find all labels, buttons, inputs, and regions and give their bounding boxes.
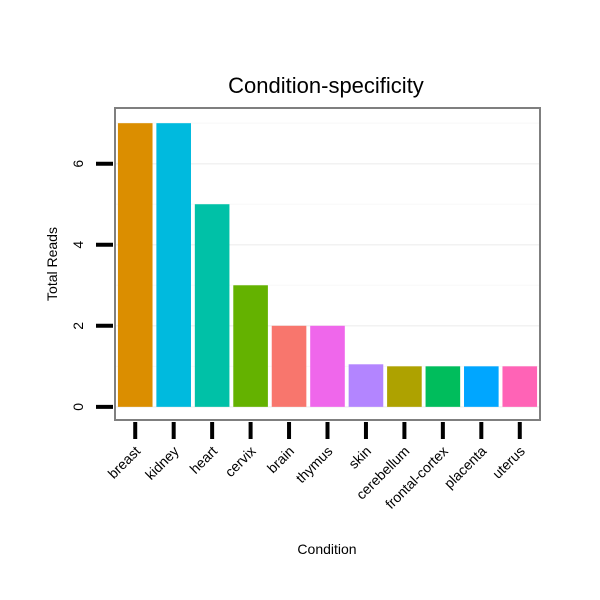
y-axis-ticks: 0 2 4 6 xyxy=(70,160,113,411)
x-tick-label-heart: heart xyxy=(186,443,220,477)
x-tick-label-breast: breast xyxy=(105,443,144,482)
x-tick-label-brain: brain xyxy=(264,443,297,476)
x-tick-label-skin: skin xyxy=(345,443,374,472)
y-axis-label: Total Reads xyxy=(44,227,60,301)
bar-placenta xyxy=(464,366,499,407)
x-tick-label-uterus: uterus xyxy=(489,443,528,482)
bar-heart xyxy=(194,204,230,407)
x-tick-label-placenta: placenta xyxy=(441,443,490,492)
chart-title: Condition-specificity xyxy=(228,73,424,98)
bar-cervix xyxy=(233,285,268,407)
y-tick-label: 0 xyxy=(70,403,86,411)
bar-cerebellum xyxy=(387,366,422,407)
bar-breast xyxy=(117,123,153,407)
x-axis-label: Condition xyxy=(297,541,356,557)
y-tick-label: 6 xyxy=(70,160,86,168)
bar-brain xyxy=(271,325,307,407)
bars xyxy=(117,123,538,407)
plot-frame xyxy=(114,107,541,421)
bar-thymus xyxy=(310,325,345,407)
bar-frontal-cortex xyxy=(425,366,461,407)
bar-kidney xyxy=(156,123,191,407)
bar-skin xyxy=(348,364,384,407)
x-tick-label-kidney: kidney xyxy=(142,443,182,483)
y-tick-label: 2 xyxy=(70,322,86,330)
x-tick-label-thymus: thymus xyxy=(292,443,335,486)
y-tick-label: 4 xyxy=(70,241,86,249)
bar-uterus xyxy=(502,366,538,407)
x-tick-label-cervix: cervix xyxy=(222,443,259,480)
